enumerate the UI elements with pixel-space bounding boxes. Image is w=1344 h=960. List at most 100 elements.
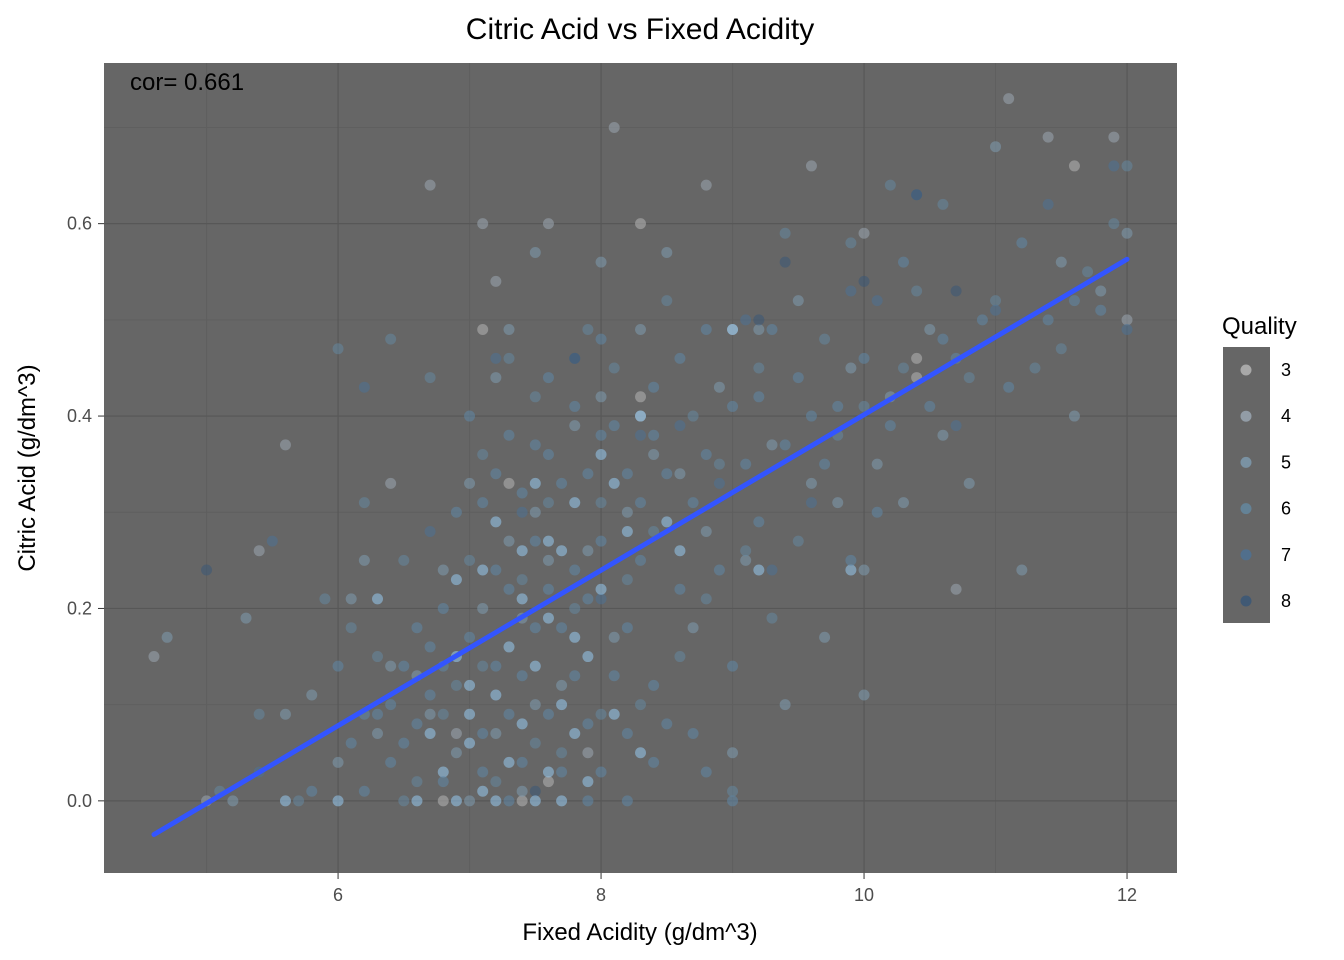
data-point	[253, 708, 265, 720]
data-point	[529, 795, 541, 807]
data-point	[608, 362, 620, 374]
data-point	[832, 400, 844, 412]
data-point	[1068, 160, 1080, 172]
data-point	[766, 323, 778, 335]
data-point	[608, 708, 620, 720]
data-point	[595, 449, 607, 461]
data-point	[529, 785, 541, 797]
data-point	[753, 564, 765, 576]
data-point	[345, 622, 357, 634]
y-tick-label: 0.2	[67, 598, 92, 618]
data-point	[713, 477, 725, 489]
data-point	[411, 795, 423, 807]
data-point	[161, 631, 173, 643]
legend-entries: 3 4 5 6 7 8	[1240, 360, 1291, 611]
grid-minor-lines	[104, 63, 1177, 873]
data-point	[542, 554, 554, 566]
data-point	[582, 593, 594, 605]
data-point	[529, 737, 541, 749]
data-point	[477, 728, 489, 740]
data-point	[503, 535, 515, 547]
data-point	[1068, 295, 1080, 307]
data-point	[621, 468, 633, 480]
data-point	[595, 333, 607, 345]
data-point	[477, 218, 489, 230]
data-point	[477, 564, 489, 576]
data-point	[582, 776, 594, 788]
data-point	[279, 708, 291, 720]
data-point	[516, 593, 528, 605]
data-point	[542, 776, 554, 788]
data-point	[648, 381, 660, 393]
data-point	[516, 756, 528, 768]
data-point	[1042, 198, 1054, 210]
data-point	[687, 497, 699, 509]
data-point	[1108, 131, 1120, 143]
data-point	[490, 468, 502, 480]
data-point	[503, 477, 515, 489]
data-point	[1055, 343, 1067, 355]
data-point	[595, 391, 607, 403]
data-point	[648, 756, 660, 768]
legend-label-6: 6	[1281, 499, 1291, 519]
plot-panel	[104, 63, 1177, 873]
data-point	[516, 545, 528, 557]
chart-title: Citric Acid vs Fixed Acidity	[466, 13, 814, 46]
data-point	[582, 747, 594, 759]
data-point	[753, 314, 765, 326]
data-point	[411, 622, 423, 634]
data-point	[542, 218, 554, 230]
data-point	[845, 554, 857, 566]
data-point	[753, 391, 765, 403]
data-point	[674, 545, 686, 557]
data-point	[490, 776, 502, 788]
data-point	[819, 333, 831, 345]
data-point	[1029, 362, 1041, 374]
legend-key-3	[1240, 364, 1252, 376]
data-point	[477, 602, 489, 614]
data-point	[635, 391, 646, 403]
data-point	[740, 554, 752, 566]
data-point	[529, 477, 541, 489]
data-point	[437, 602, 449, 614]
data-point	[503, 708, 515, 720]
data-point	[490, 795, 502, 807]
data-point	[700, 179, 712, 191]
data-point	[990, 295, 1002, 307]
data-point	[858, 227, 870, 239]
data-point	[1108, 160, 1120, 172]
data-point	[621, 525, 633, 537]
data-point	[648, 429, 660, 441]
data-point	[1055, 256, 1067, 268]
data-point	[516, 487, 528, 499]
data-point	[700, 593, 712, 605]
data-point	[648, 679, 660, 691]
data-point	[424, 708, 436, 720]
data-point	[1016, 237, 1028, 249]
data-point	[635, 554, 646, 566]
data-point	[450, 728, 462, 740]
data-point	[819, 631, 831, 643]
data-point	[148, 651, 160, 663]
data-point	[569, 631, 581, 643]
data-point	[595, 766, 607, 778]
data-point	[792, 372, 804, 384]
data-point	[569, 497, 581, 509]
data-point	[398, 660, 410, 672]
data-point	[503, 323, 515, 335]
data-point	[477, 785, 489, 797]
data-point	[542, 535, 554, 547]
data-point	[385, 699, 397, 711]
data-point	[240, 612, 252, 624]
data-point	[345, 737, 357, 749]
data-point	[1042, 131, 1054, 143]
data-point	[884, 420, 896, 432]
data-point	[621, 728, 633, 740]
data-point	[674, 583, 686, 595]
data-point	[450, 747, 462, 759]
data-point	[437, 795, 449, 807]
data-point	[201, 564, 213, 576]
data-point	[858, 689, 870, 701]
data-point	[845, 237, 857, 249]
